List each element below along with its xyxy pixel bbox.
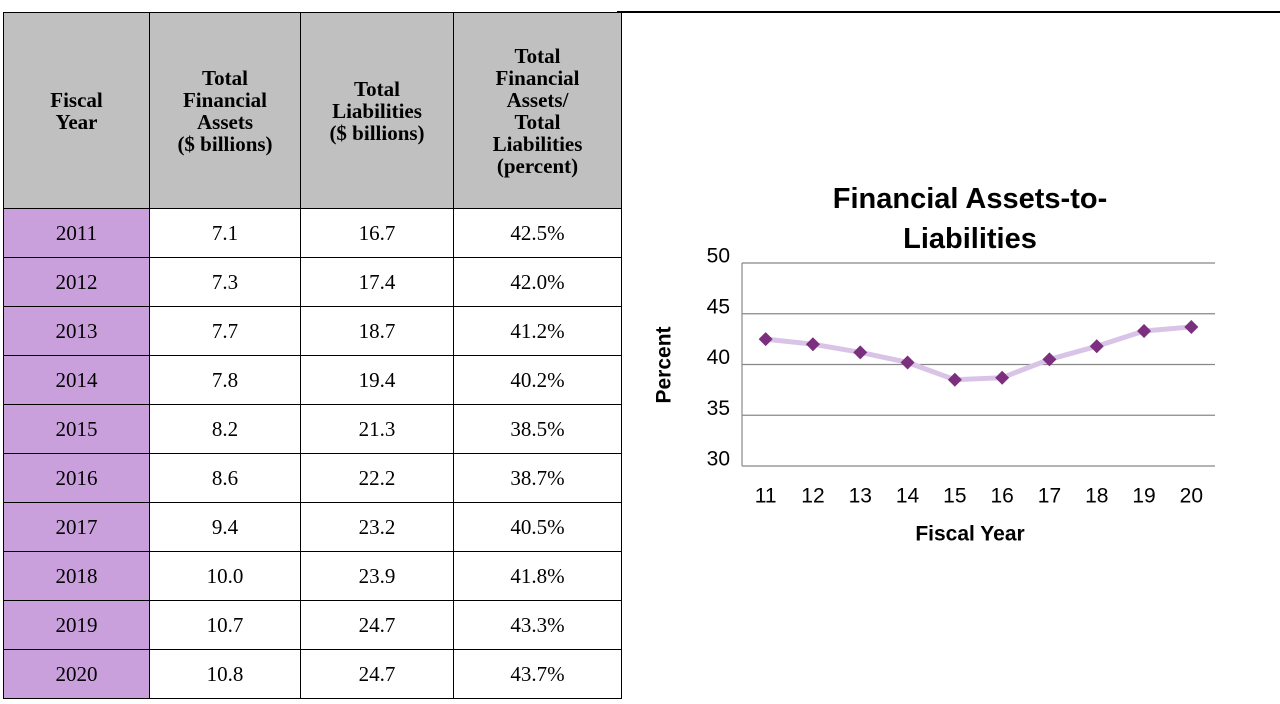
marker <box>1042 352 1057 367</box>
cell: 42.5% <box>453 208 622 258</box>
header-cell: Total Financial Assets ($ billions) <box>149 12 301 209</box>
marker <box>853 345 868 360</box>
x-tick-label: 19 <box>1132 485 1155 508</box>
marker <box>1184 319 1199 334</box>
year-cell: 2013 <box>3 306 150 356</box>
marker <box>900 355 915 370</box>
y-tick-label: 35 <box>707 397 730 420</box>
line <box>765 324 1192 383</box>
cell: 21.3 <box>300 404 454 454</box>
year-cell: 2014 <box>3 355 150 405</box>
cell: 24.7 <box>300 649 454 699</box>
x-tick-label: 13 <box>849 485 872 508</box>
row: 2018 10.0 23.9 41.8% <box>3 551 622 601</box>
row: 2014 7.8 19.4 40.2% <box>3 355 622 405</box>
x-axis-title: Fiscal Year <box>915 523 1024 546</box>
marker <box>947 372 962 387</box>
x-tick-label: 15 <box>943 485 966 508</box>
cell: 40.2% <box>453 355 622 405</box>
marker <box>1137 324 1152 339</box>
row: 2020 10.8 24.7 43.7% <box>3 649 622 699</box>
marker <box>1089 339 1104 354</box>
year-cell: 2018 <box>3 551 150 601</box>
row: 2017 9.4 23.2 40.5% <box>3 502 622 552</box>
y-tick-label: 40 <box>707 346 730 369</box>
header-cell: Total Liabilities ($ billions) <box>300 12 454 209</box>
cell: 40.5% <box>453 502 622 552</box>
cell: 19.4 <box>300 355 454 405</box>
data-table: Fiscal Year Total Financial Assets ($ bil… <box>3 12 622 699</box>
year-cell: 2019 <box>3 600 150 650</box>
x-tick-label: 20 <box>1180 485 1203 508</box>
cell: 22.2 <box>300 453 454 503</box>
year-cell: 2015 <box>3 404 150 454</box>
cell: 8.6 <box>149 453 301 503</box>
rule <box>617 11 1280 13</box>
marker <box>758 332 773 347</box>
x-tick-label: 18 <box>1085 485 1108 508</box>
x-tick-label: 17 <box>1038 485 1061 508</box>
cell: 10.8 <box>149 649 301 699</box>
y-tick-label: 50 <box>707 245 730 268</box>
cell: 23.9 <box>300 551 454 601</box>
cell: 7.8 <box>149 355 301 405</box>
cell: 41.8% <box>453 551 622 601</box>
cell: 38.7% <box>453 453 622 503</box>
year-cell: 2017 <box>3 502 150 552</box>
cell: 42.0% <box>453 257 622 307</box>
y-axis-title: Percent <box>653 326 676 403</box>
x-tick-label: 14 <box>896 485 920 508</box>
header-cell: Total Financial Assets/ Total Liabilitie… <box>453 12 622 209</box>
cell: 8.2 <box>149 404 301 454</box>
marker <box>995 370 1010 385</box>
x-tick-label: 11 <box>755 485 777 508</box>
header-cell: Fiscal Year <box>3 12 150 209</box>
cell: 24.7 <box>300 600 454 650</box>
year-cell: 2011 <box>3 208 150 258</box>
row: 2016 8.6 22.2 38.7% <box>3 453 622 503</box>
cell: 9.4 <box>149 502 301 552</box>
row: 2011 7.1 16.7 42.5% <box>3 208 622 258</box>
cell: 23.2 <box>300 502 454 552</box>
row: 2019 10.7 24.7 43.3% <box>3 600 622 650</box>
year-cell: 2012 <box>3 257 150 307</box>
cell: 10.7 <box>149 600 301 650</box>
x-tick-label: 12 <box>801 485 824 508</box>
marker <box>805 337 820 352</box>
cell: 7.3 <box>149 257 301 307</box>
cell: 7.1 <box>149 208 301 258</box>
cell: 43.7% <box>453 649 622 699</box>
y-tick-label: 45 <box>707 295 730 318</box>
row: 2012 7.3 17.4 42.0% <box>3 257 622 307</box>
x-tick-label: 16 <box>990 485 1013 508</box>
y-tick-label: 30 <box>707 448 730 471</box>
cell: 16.7 <box>300 208 454 258</box>
chart-title: Financial Assets-to-Liabilities <box>833 183 1107 255</box>
year-cell: 2016 <box>3 453 150 503</box>
